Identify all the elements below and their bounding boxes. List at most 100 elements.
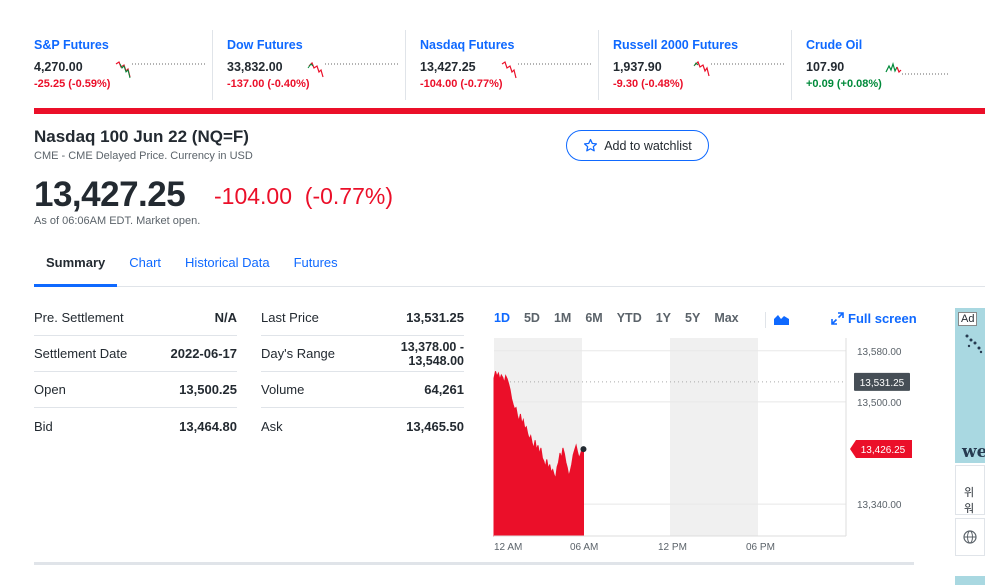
row-label: Settlement Date [34, 346, 128, 361]
range-1d[interactable]: 1D [494, 311, 510, 325]
ad-footer-strip [955, 576, 985, 585]
quote-as-of: As of 06:06AM EDT. Market open. [34, 215, 201, 227]
ticker-dow-futures[interactable]: Dow Futures 33,832.00 -137.00 (-0.40%) [213, 30, 406, 100]
quote-tabs: Summary Chart Historical Data Futures [34, 248, 985, 287]
ad-pattern [965, 334, 983, 354]
row-value: 13,378.00 - 13,548.00 [401, 340, 464, 368]
x-tick-label: 06 PM [746, 542, 775, 553]
tab-summary[interactable]: Summary [34, 248, 118, 287]
star-icon [584, 138, 598, 152]
mountain-chart-icon[interactable] [773, 312, 790, 326]
x-tick-label: 12 PM [658, 542, 687, 553]
range-selector: 1D 5D 1M 6M YTD 1Y 5Y Max [494, 311, 753, 325]
row-value: 13,500.25 [179, 382, 237, 397]
range-5y[interactable]: 5Y [685, 311, 701, 325]
ticker-name[interactable]: Nasdaq Futures [420, 38, 515, 52]
watchlist-label: Add to watchlist [604, 138, 692, 153]
row-value: 2022-06-17 [170, 346, 238, 361]
ticker-sp-futures[interactable]: S&P Futures 4,270.00 -25.25 (-0.59%) [20, 30, 213, 100]
range-max[interactable]: Max [714, 311, 739, 325]
quote-change-value: -104.00 [214, 183, 293, 209]
sparkline-icon [885, 61, 949, 75]
x-tick-label: 12 AM [494, 542, 522, 553]
table-row: Pre. Settlement N/A [34, 300, 237, 336]
summary-table-left: Pre. Settlement N/A Settlement Date 2022… [34, 300, 237, 444]
ticker-name[interactable]: Crude Oil [806, 38, 863, 52]
quote-price: 13,427.25 [34, 175, 186, 214]
ticker-change: -25.25 (-0.59%) [34, 78, 111, 90]
row-label: Open [34, 382, 66, 397]
range-low: 13,378.00 - [400, 339, 464, 354]
ticker-nasdaq-futures[interactable]: Nasdaq Futures 13,427.25 -104.00 (-0.77%… [406, 30, 599, 100]
ad-banner[interactable] [955, 308, 985, 463]
add-to-watchlist-button[interactable]: Add to watchlist [566, 130, 709, 161]
table-row: Open 13,500.25 [34, 372, 237, 408]
current-price-label: 13,426.25 [861, 445, 906, 456]
range-ytd[interactable]: YTD [616, 311, 642, 325]
ticker-change: -137.00 (-0.40%) [227, 78, 310, 90]
ticker-change: +0.09 (+0.08%) [806, 78, 882, 90]
current-price-marker [580, 446, 587, 453]
ad-brand-logo: we [962, 442, 985, 462]
range-1y[interactable]: 1Y [655, 311, 672, 325]
ticker-price: 13,427.25 [420, 60, 476, 74]
row-label: Day's Range [261, 346, 336, 361]
price-area-series [493, 371, 584, 537]
row-label: Pre. Settlement [34, 310, 124, 325]
ticker-crude-oil[interactable]: Crude Oil 107.90 +0.09 (+0.08%) [792, 30, 985, 100]
ticker-price: 1,937.90 [613, 60, 662, 74]
table-row: Settlement Date 2022-06-17 [34, 336, 237, 372]
table-row: Ask 13,465.50 [261, 408, 464, 444]
row-value: 13,465.50 [406, 418, 464, 434]
x-tick-label: 06 AM [570, 542, 598, 553]
previous-close-badge [854, 372, 910, 391]
row-label: Ask [261, 418, 283, 434]
range-1m[interactable]: 1M [553, 311, 572, 325]
row-value: N/A [214, 310, 237, 325]
y-tick-label: 13,340.00 [857, 500, 902, 511]
sparkline-icon [307, 61, 400, 78]
row-label: Bid [34, 418, 53, 434]
ticker-price: 107.90 [806, 60, 845, 74]
tab-historical-data[interactable]: Historical Data [185, 255, 270, 270]
ticker-name[interactable]: S&P Futures [34, 38, 109, 52]
ad-cta[interactable]: 위워 [955, 465, 985, 515]
quote-title: Nasdaq 100 Jun 22 (NQ=F) [34, 127, 249, 146]
ticker-change: -104.00 (-0.77%) [420, 78, 503, 90]
tab-chart[interactable]: Chart [129, 255, 162, 270]
globe-icon [963, 530, 977, 544]
sparkline-icon [501, 61, 593, 79]
tab-futures[interactable]: Futures [293, 255, 338, 270]
range-divider [765, 312, 766, 328]
intraday-chart[interactable]: 13,580.00 13,500.00 13,340.00 12 AM 06 AM 12 … [492, 334, 922, 554]
sparkline-icon [115, 61, 207, 79]
range-5d[interactable]: 5D [523, 311, 540, 325]
y-tick-label: 13,500.00 [857, 398, 902, 409]
summary-table-right: Last Price 13,531.25 Day's Range 13,378.… [261, 300, 464, 444]
table-row: Last Price 13,531.25 [261, 300, 464, 336]
range-high: 13,548.00 [408, 353, 464, 368]
previous-close-label: 13,531.25 [860, 378, 905, 389]
expand-arrows-icon [831, 312, 844, 325]
table-row: Bid 13,464.80 [34, 408, 237, 444]
full-screen-button[interactable]: Full screen [831, 311, 917, 326]
row-label: Volume [261, 382, 305, 397]
range-6m[interactable]: 6M [585, 311, 603, 325]
ticker-change: -9.30 (-0.48%) [613, 78, 684, 90]
table-row: Day's Range 13,378.00 - 13,548.00 [261, 336, 464, 372]
session-band [670, 338, 758, 536]
ad-label: Ad [958, 312, 978, 326]
ticker-name[interactable]: Dow Futures [227, 38, 303, 52]
current-price-badge [850, 439, 912, 458]
sparkline-icon [693, 60, 786, 77]
ticker-price: 33,832.00 [227, 60, 283, 74]
ticker-russell-futures[interactable]: Russell 2000 Futures 1,937.90 -9.30 (-0.… [599, 30, 792, 100]
quote-change-pct: (-0.77%) [304, 183, 393, 209]
row-value: 64,261 [424, 382, 464, 397]
table-row: Volume 64,261 [261, 372, 464, 408]
ticker-name[interactable]: Russell 2000 Futures [613, 38, 739, 52]
row-label: Last Price [261, 310, 319, 325]
full-screen-label: Full screen [848, 311, 917, 326]
row-value: 13,531.25 [406, 310, 464, 325]
ad-globe-button[interactable] [955, 518, 985, 556]
